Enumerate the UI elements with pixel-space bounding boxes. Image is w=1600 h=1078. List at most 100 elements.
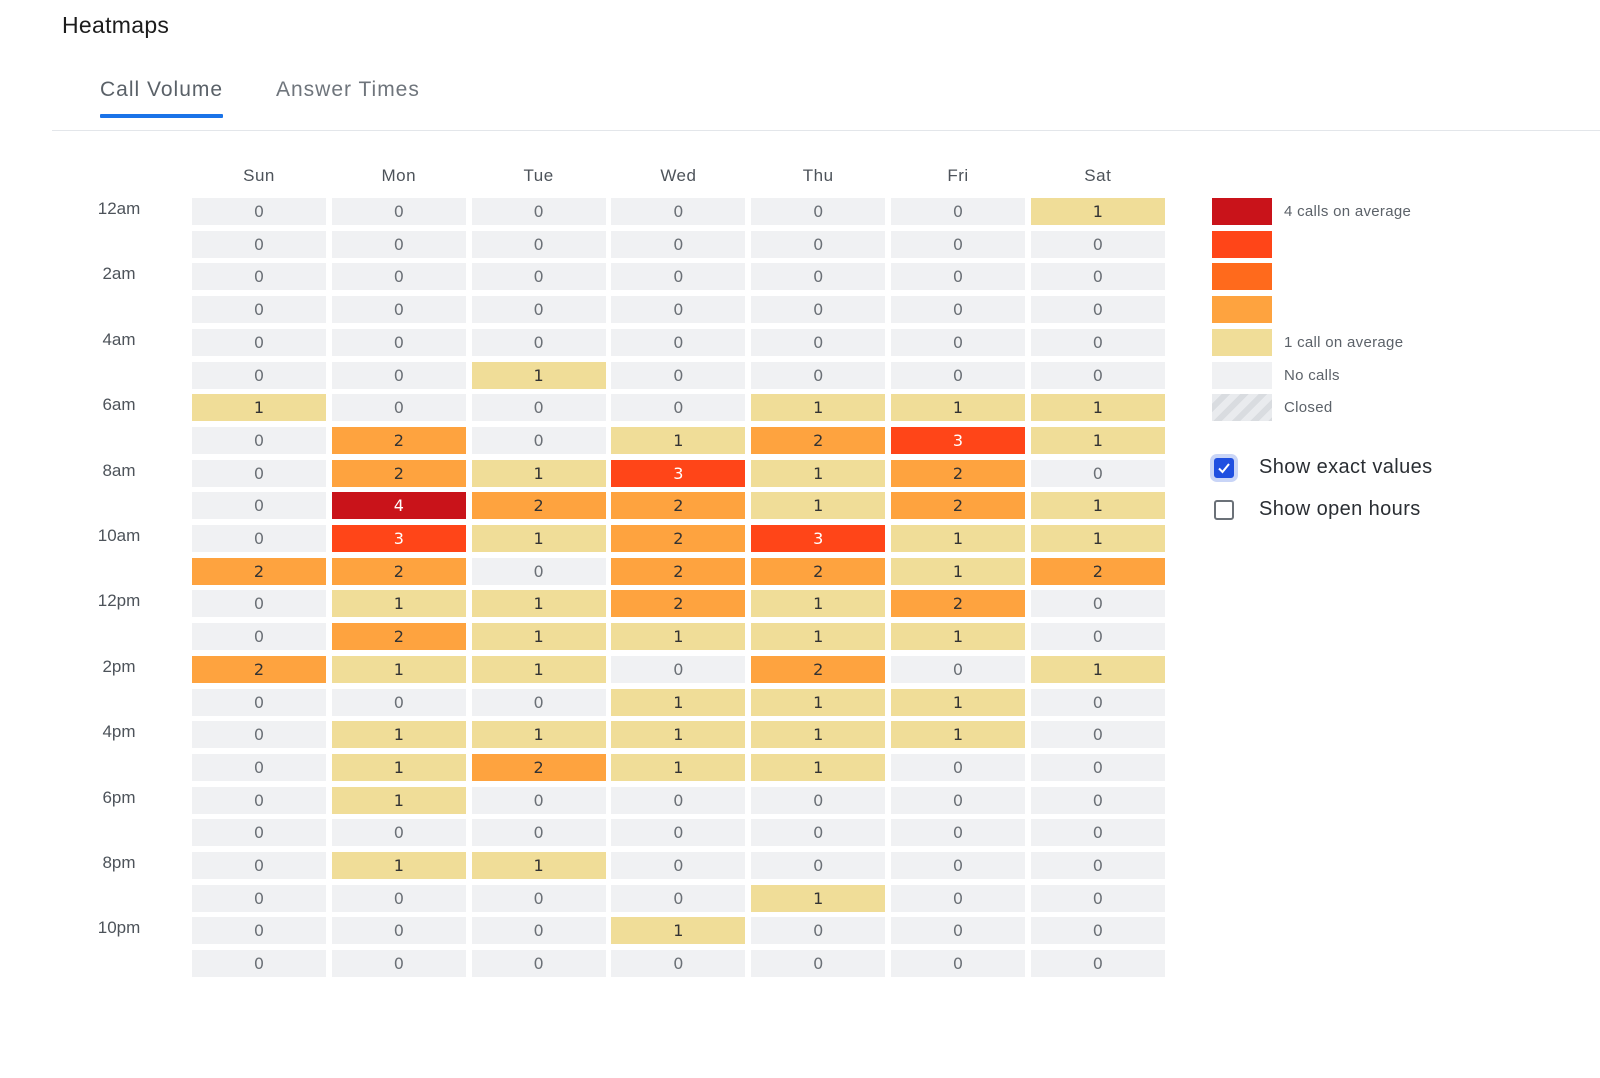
heatmap-cell[interactable]: 0 — [1030, 263, 1165, 291]
heatmap-cell[interactable]: 1 — [611, 426, 746, 454]
heatmap-cell[interactable]: 0 — [331, 819, 466, 847]
heatmap-cell[interactable]: 1 — [751, 394, 886, 422]
heatmap-cell[interactable]: 2 — [1030, 557, 1165, 585]
heatmap-cell[interactable]: 0 — [611, 263, 746, 291]
heatmap-cell[interactable]: 1 — [471, 655, 606, 683]
heatmap-cell[interactable]: 2 — [751, 426, 886, 454]
heatmap-cell[interactable]: 0 — [192, 263, 326, 291]
heatmap-cell[interactable]: 1 — [471, 590, 606, 618]
heatmap-cell[interactable]: 0 — [1030, 852, 1165, 879]
heatmap-cell[interactable]: 0 — [611, 786, 746, 814]
heatmap-cell[interactable]: 1 — [751, 721, 886, 749]
heatmap-cell[interactable]: 0 — [192, 819, 326, 847]
heatmap-cell[interactable]: 0 — [331, 950, 466, 978]
heatmap-cell[interactable]: 2 — [471, 753, 606, 781]
heatmap-cell[interactable]: 1 — [891, 688, 1025, 716]
heatmap-cell[interactable]: 2 — [192, 557, 326, 585]
heatmap-cell[interactable]: 0 — [192, 753, 326, 781]
heatmap-cell[interactable]: 0 — [891, 328, 1025, 356]
heatmap-cell[interactable]: 2 — [891, 492, 1025, 520]
heatmap-cell[interactable]: 0 — [611, 819, 746, 847]
heatmap-cell[interactable]: 0 — [611, 950, 746, 978]
heatmap-cell[interactable]: 3 — [891, 426, 1025, 454]
heatmap-cell[interactable]: 0 — [751, 917, 886, 945]
heatmap-cell[interactable]: 0 — [471, 296, 606, 324]
heatmap-cell[interactable]: 0 — [192, 492, 326, 520]
heatmap-cell[interactable]: 0 — [192, 590, 326, 618]
heatmap-cell[interactable]: 0 — [891, 819, 1025, 847]
heatmap-cell[interactable]: 1 — [1030, 394, 1165, 422]
heatmap-cell[interactable]: 1 — [891, 557, 1025, 585]
heatmap-cell[interactable]: 0 — [331, 917, 466, 945]
heatmap-cell[interactable]: 0 — [751, 950, 886, 978]
heatmap-cell[interactable]: 3 — [331, 525, 466, 552]
heatmap-cell[interactable]: 1 — [611, 721, 746, 749]
heatmap-cell[interactable]: 2 — [331, 623, 466, 651]
heatmap-cell[interactable]: 1 — [471, 623, 606, 651]
heatmap-cell[interactable]: 4 — [331, 492, 466, 520]
heatmap-cell[interactable]: 1 — [331, 753, 466, 781]
heatmap-cell[interactable]: 0 — [611, 655, 746, 683]
heatmap-cell[interactable]: 2 — [331, 426, 466, 454]
heatmap-cell[interactable]: 2 — [331, 557, 466, 585]
heatmap-cell[interactable]: 0 — [751, 786, 886, 814]
heatmap-cell[interactable]: 0 — [611, 394, 746, 422]
heatmap-cell[interactable]: 0 — [192, 198, 326, 225]
heatmap-cell[interactable]: 0 — [192, 328, 326, 356]
heatmap-cell[interactable]: 0 — [192, 688, 326, 716]
heatmap-cell[interactable]: 0 — [471, 819, 606, 847]
heatmap-cell[interactable]: 0 — [192, 852, 326, 879]
heatmap-cell[interactable]: 1 — [751, 459, 886, 487]
heatmap-cell[interactable]: 0 — [192, 525, 326, 552]
heatmap-cell[interactable]: 0 — [751, 296, 886, 324]
heatmap-cell[interactable]: 0 — [192, 917, 326, 945]
heatmap-cell[interactable]: 2 — [891, 590, 1025, 618]
tab-answer-times[interactable]: Answer Times — [276, 78, 420, 101]
heatmap-cell[interactable]: 0 — [471, 230, 606, 258]
heatmap-cell[interactable]: 0 — [331, 361, 466, 389]
heatmap-cell[interactable]: 1 — [1030, 655, 1165, 683]
heatmap-cell[interactable]: 1 — [751, 884, 886, 912]
heatmap-cell[interactable]: 1 — [331, 721, 466, 749]
heatmap-cell[interactable]: 1 — [471, 459, 606, 487]
heatmap-cell[interactable]: 1 — [751, 492, 886, 520]
heatmap-cell[interactable]: 0 — [891, 296, 1025, 324]
heatmap-cell[interactable]: 1 — [471, 721, 606, 749]
heatmap-cell[interactable]: 0 — [192, 296, 326, 324]
heatmap-cell[interactable]: 1 — [611, 623, 746, 651]
heatmap-cell[interactable]: 1 — [1030, 492, 1165, 520]
heatmap-cell[interactable]: 0 — [192, 721, 326, 749]
show-exact-values-toggle[interactable]: Show exact values — [1210, 454, 1470, 486]
heatmap-cell[interactable]: 1 — [891, 623, 1025, 651]
heatmap-cell[interactable]: 0 — [471, 557, 606, 585]
heatmap-cell[interactable]: 0 — [751, 230, 886, 258]
heatmap-cell[interactable]: 1 — [331, 655, 466, 683]
heatmap-cell[interactable]: 0 — [1030, 786, 1165, 814]
heatmap-cell[interactable]: 0 — [192, 884, 326, 912]
heatmap-cell[interactable]: 0 — [611, 230, 746, 258]
heatmap-cell[interactable]: 0 — [471, 884, 606, 912]
heatmap-cell[interactable]: 0 — [192, 786, 326, 814]
heatmap-cell[interactable]: 0 — [751, 852, 886, 879]
heatmap-cell[interactable]: 2 — [192, 655, 326, 683]
heatmap-cell[interactable]: 0 — [471, 328, 606, 356]
heatmap-cell[interactable]: 0 — [751, 361, 886, 389]
heatmap-cell[interactable]: 0 — [891, 263, 1025, 291]
heatmap-cell[interactable]: 1 — [891, 721, 1025, 749]
heatmap-cell[interactable]: 0 — [192, 361, 326, 389]
heatmap-cell[interactable]: 0 — [611, 852, 746, 879]
heatmap-cell[interactable]: 0 — [471, 950, 606, 978]
heatmap-cell[interactable]: 1 — [471, 361, 606, 389]
heatmap-cell[interactable]: 0 — [471, 198, 606, 225]
heatmap-cell[interactable]: 0 — [471, 394, 606, 422]
heatmap-cell[interactable]: 0 — [192, 950, 326, 978]
heatmap-cell[interactable]: 0 — [471, 688, 606, 716]
heatmap-cell[interactable]: 2 — [891, 459, 1025, 487]
heatmap-cell[interactable]: 1 — [611, 688, 746, 716]
show-open-hours-toggle[interactable]: Show open hours — [1210, 496, 1470, 528]
heatmap-cell[interactable]: 0 — [331, 884, 466, 912]
heatmap-cell[interactable]: 2 — [751, 655, 886, 683]
heatmap-cell[interactable]: 0 — [331, 296, 466, 324]
heatmap-cell[interactable]: 1 — [1030, 198, 1165, 225]
heatmap-cell[interactable]: 1 — [611, 753, 746, 781]
